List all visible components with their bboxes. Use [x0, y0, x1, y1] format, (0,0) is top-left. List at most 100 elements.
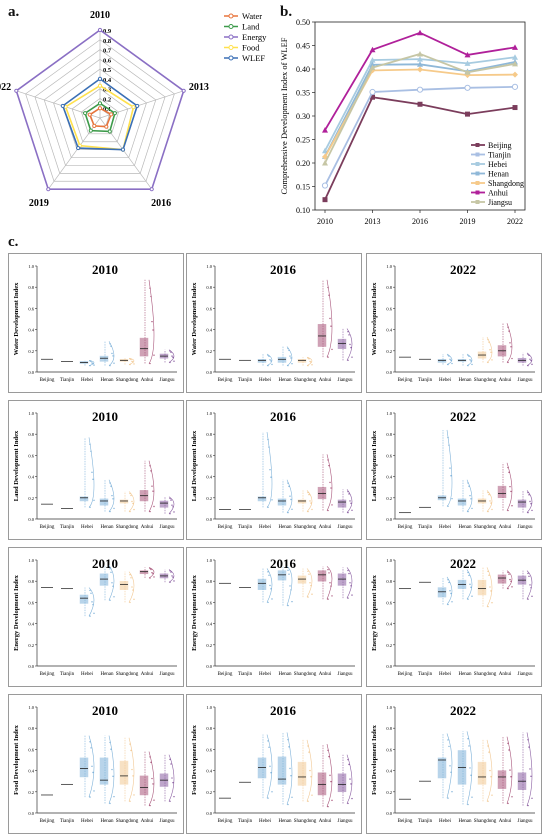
jitter-point — [511, 586, 513, 588]
raincloud-panel: 2022 0.0 0.2 0.4 0.6 0.8 1.0 Land Development I… — [366, 400, 542, 540]
jitter-point — [133, 794, 135, 796]
box — [337, 338, 347, 349]
density-curve — [446, 733, 453, 799]
legend-label: WLEF — [242, 53, 265, 63]
jitter-point — [149, 465, 151, 467]
jitter-point — [307, 570, 309, 573]
x-tick-label: Anhui — [319, 378, 332, 383]
jitter-point — [327, 568, 329, 571]
radar-spoke — [99, 117, 153, 190]
density-curve — [266, 432, 273, 508]
y-tick-label: 0.6 — [206, 306, 212, 311]
jitter-point — [129, 574, 131, 576]
box — [497, 574, 507, 584]
raincloud-plot: 2016 0.0 0.2 0.4 0.6 0.8 1.0 Energy Development… — [191, 556, 355, 677]
jitter-point — [309, 500, 311, 502]
radar-tick-label: 0.6 — [103, 57, 112, 64]
y-axis-label: Comprehensive Development Index of WLEF — [279, 37, 289, 194]
jitter-point — [327, 286, 329, 289]
jitter-point — [153, 505, 155, 508]
density-curve — [506, 570, 513, 589]
x-tick-label: Beijing — [218, 819, 233, 824]
jitter-point — [173, 360, 175, 362]
x-tick-label: Anhui — [141, 378, 154, 383]
jitter-point — [469, 494, 471, 497]
y-tick-label: 0.8 — [386, 579, 392, 584]
radar-tick-label: 0.2 — [103, 96, 111, 103]
y-tick-label: 0.6 — [386, 600, 392, 605]
jitter-point — [511, 505, 513, 507]
jitter-point — [129, 743, 131, 745]
x-tick-label: 2016 — [412, 217, 428, 226]
jitter-point — [92, 771, 94, 774]
density-curve — [148, 460, 155, 512]
jitter-point — [149, 577, 151, 579]
x-tick-label: Shangdong — [474, 378, 497, 383]
jitter-point — [348, 572, 350, 575]
box — [277, 356, 287, 363]
x-tick-label: Hebei — [259, 378, 272, 383]
jitter-point — [349, 500, 351, 502]
radar-tick-label: 0.5 — [103, 67, 112, 74]
x-tick-label: Jiangsu — [518, 819, 534, 824]
jitter-point — [347, 359, 349, 362]
jitter-point — [287, 803, 289, 806]
jitter-point — [348, 334, 350, 336]
jitter-point — [309, 582, 311, 584]
raincloud-plot: 2022 0.0 0.2 0.4 0.6 0.8 1.0 Land Development I… — [371, 409, 535, 530]
jitter-point — [530, 503, 532, 505]
radar-ring — [71, 88, 129, 143]
jitter-point — [507, 742, 509, 745]
y-tick-label: 0.8 — [206, 726, 212, 731]
jitter-point — [450, 359, 452, 362]
jitter-point — [488, 493, 490, 496]
x-tick-label: Hebei — [259, 672, 272, 677]
jitter-point — [347, 511, 349, 514]
jitter-point — [527, 353, 529, 355]
y-tick-label: 0.20 — [296, 159, 310, 168]
jitter-point — [288, 485, 290, 488]
jitter-point — [327, 509, 329, 512]
data-point — [322, 160, 328, 166]
jitter-point — [510, 490, 512, 493]
x-tick-label: Beijing — [398, 378, 413, 383]
density-curve — [266, 734, 273, 799]
jitter-point — [113, 362, 115, 364]
y-tick-label: 0.8 — [28, 579, 34, 584]
jitter-point — [351, 356, 353, 358]
density-curve — [506, 323, 513, 363]
jitter-point — [349, 343, 351, 346]
density-curve — [108, 735, 115, 804]
x-tick-label: Shangdong — [474, 819, 497, 824]
jitter-point — [289, 585, 291, 587]
y-tick-label: 1.0 — [386, 411, 392, 416]
x-tick-label: Beijing — [40, 525, 55, 530]
radar-point — [120, 147, 126, 152]
jitter-point — [93, 790, 95, 792]
jitter-point — [267, 601, 269, 604]
jitter-point — [447, 505, 449, 507]
density-curve — [286, 566, 293, 606]
jitter-point — [89, 796, 91, 798]
radar-point — [104, 124, 109, 129]
jitter-point — [267, 571, 269, 573]
jitter-point — [327, 598, 329, 600]
jitter-point — [111, 352, 113, 355]
x-tick-label: Shangdong — [294, 378, 317, 383]
y-tick-label: 0.15 — [296, 183, 310, 192]
radar-point — [88, 128, 93, 133]
jitter-point — [289, 495, 291, 497]
jitter-point — [450, 475, 452, 477]
x-tick-label: Anhui — [141, 672, 154, 677]
density-curve — [326, 454, 333, 511]
x-tick-label: Shangdong — [294, 819, 317, 824]
jitter-point — [327, 356, 329, 358]
box — [79, 594, 89, 604]
jitter-point — [109, 599, 111, 601]
y-tick-label: 0.4 — [28, 328, 34, 333]
jitter-point — [527, 739, 529, 741]
y-tick-label: 0.0 — [28, 811, 34, 816]
x-tick-label: Beijing — [218, 672, 233, 677]
data-point — [417, 56, 423, 62]
x-tick-label: Tianjin — [60, 819, 75, 824]
